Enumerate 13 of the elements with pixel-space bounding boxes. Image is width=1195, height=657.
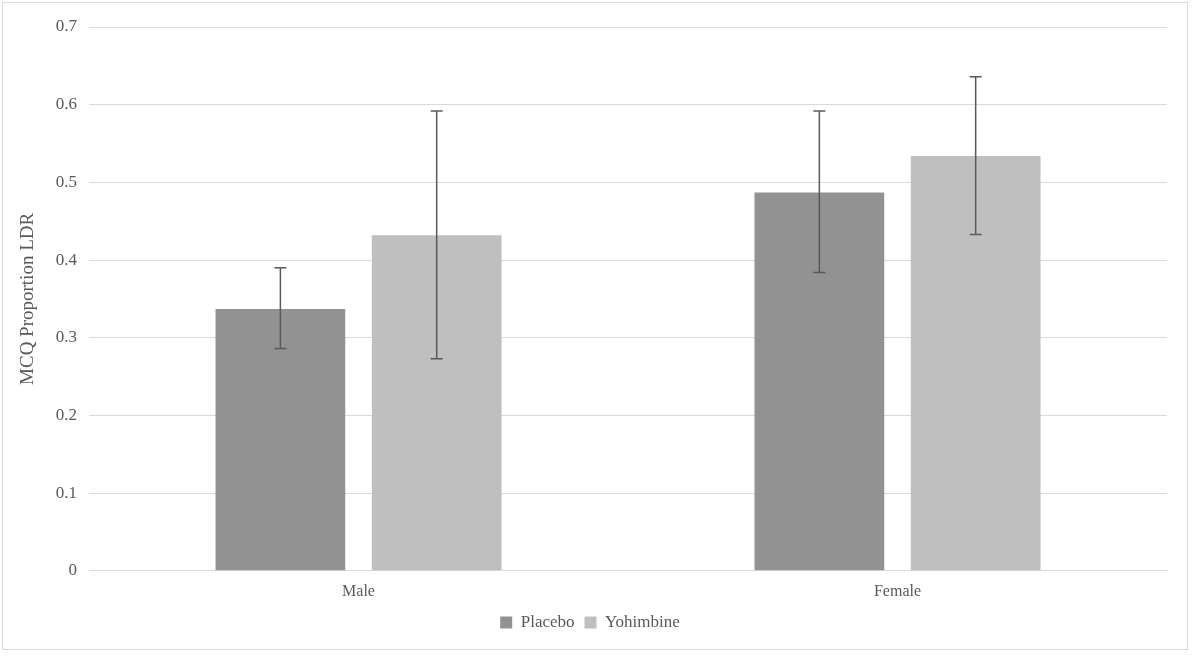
y-tick-label: 0	[68, 560, 78, 580]
y-tick-label: 0.7	[55, 16, 78, 36]
x-tick-label: Male	[342, 581, 375, 599]
x-tick-label: Female	[873, 581, 922, 599]
y-tick-label: 0.4	[55, 249, 78, 269]
y-tick-label: 0.6	[55, 94, 78, 114]
y-axis-title: MCQ Proportion LDR	[16, 212, 38, 385]
y-tick-label: 0.1	[55, 482, 78, 502]
y-tick-label: 0.5	[55, 171, 78, 191]
y-tick-label: 0.2	[55, 404, 78, 424]
y-tick-label: 0.3	[55, 327, 78, 347]
legend-label: Yohimbine	[605, 611, 680, 631]
legend-label: Placebo	[520, 611, 575, 631]
